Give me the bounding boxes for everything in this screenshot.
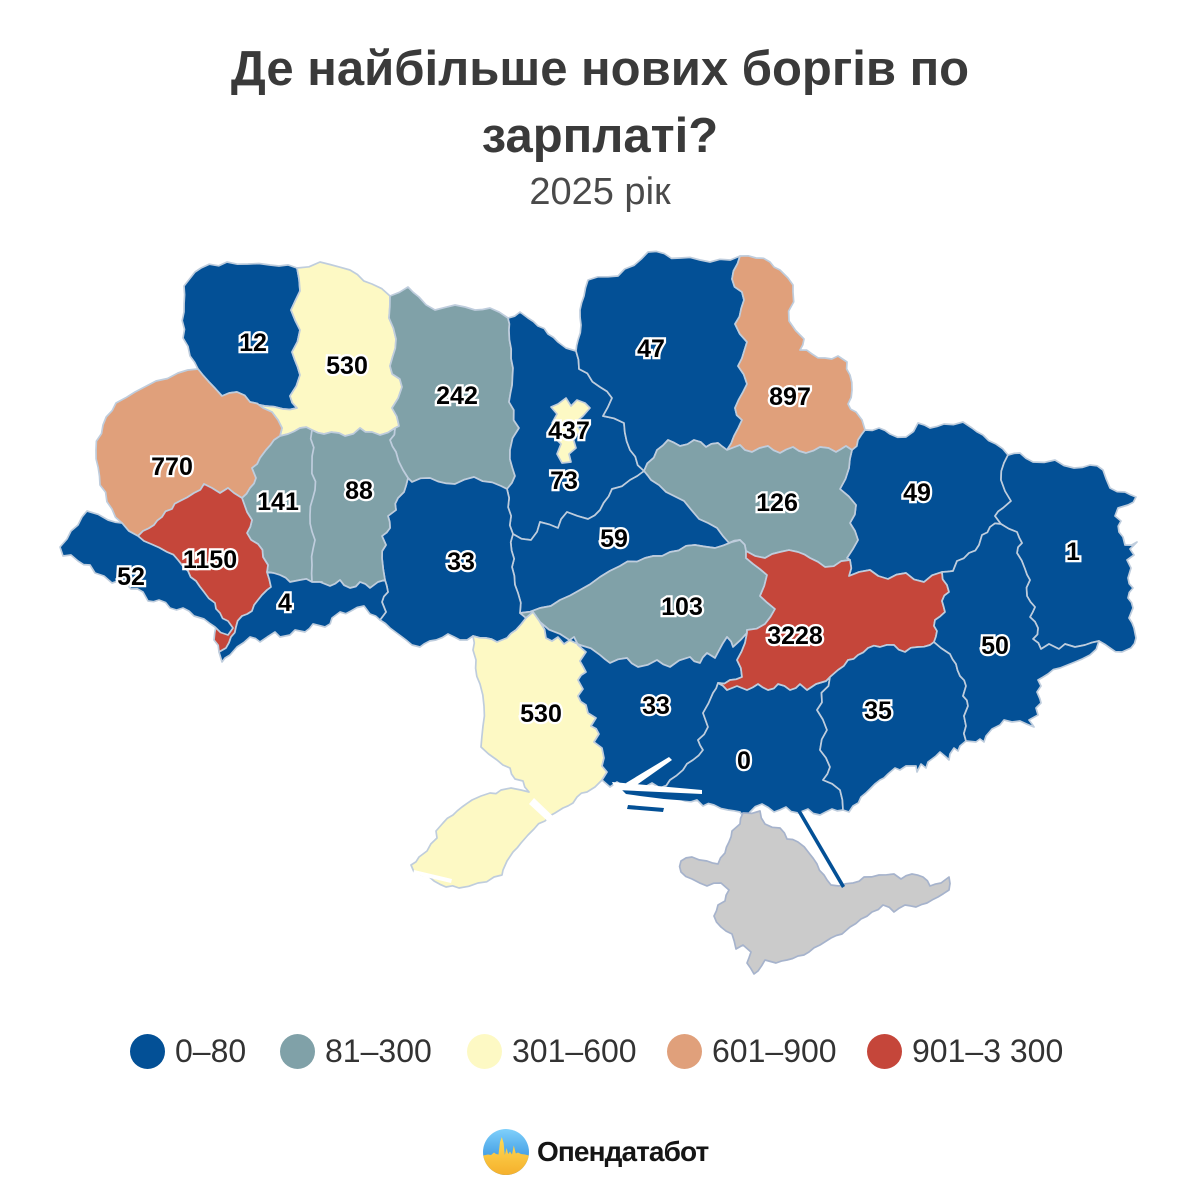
svg-text:12: 12 — [239, 329, 267, 357]
svg-text:47: 47 — [637, 335, 665, 363]
svg-text:35: 35 — [864, 697, 892, 725]
svg-text:897: 897 — [769, 383, 811, 411]
svg-text:88: 88 — [345, 477, 373, 505]
svg-text:50: 50 — [981, 632, 1009, 660]
svg-text:141: 141 — [257, 488, 299, 516]
svg-text:530: 530 — [326, 352, 368, 380]
svg-text:242: 242 — [436, 382, 478, 410]
svg-text:33: 33 — [447, 548, 475, 576]
svg-text:33: 33 — [642, 692, 670, 720]
svg-text:103: 103 — [661, 593, 703, 621]
svg-text:73: 73 — [550, 467, 578, 495]
svg-text:770: 770 — [151, 453, 193, 481]
svg-text:4: 4 — [278, 589, 292, 617]
svg-text:0: 0 — [737, 747, 751, 775]
svg-text:3228: 3228 — [767, 622, 823, 650]
svg-text:437: 437 — [548, 417, 590, 445]
svg-text:49: 49 — [903, 479, 931, 507]
svg-text:52: 52 — [117, 563, 145, 591]
svg-text:1150: 1150 — [183, 546, 237, 574]
svg-text:1: 1 — [1066, 538, 1080, 566]
svg-text:530: 530 — [520, 700, 562, 728]
svg-text:59: 59 — [600, 525, 628, 553]
svg-text:126: 126 — [756, 489, 798, 517]
